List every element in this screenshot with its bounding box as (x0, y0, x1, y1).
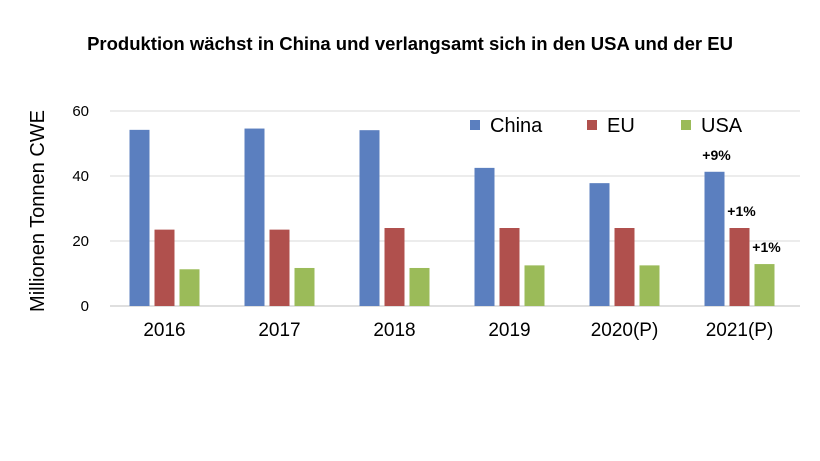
x-tick-label: 2018 (373, 320, 415, 341)
data-label: +9% (702, 147, 731, 163)
y-tick-label: 60 (72, 103, 89, 120)
bar-usa-2016 (179, 269, 200, 306)
y-tick-label: 0 (81, 298, 89, 315)
grid-layer (110, 110, 800, 307)
x-tick-label: 2016 (143, 320, 185, 341)
bar-layer (129, 128, 775, 306)
bar-usa-2017 (294, 267, 315, 306)
x-tick-label: 2019 (488, 320, 530, 341)
legend-swatch-eu (587, 120, 597, 130)
data-label: +1% (727, 203, 756, 219)
bar-usa-2018 (409, 267, 430, 306)
bar-eu-2021p (729, 228, 750, 306)
bar-china-2020p (589, 183, 610, 306)
x-tick-label: 2021(P) (706, 320, 774, 341)
bar-china-2017 (244, 128, 265, 306)
bar-eu-2020p (614, 228, 635, 306)
legend-swatch-china (470, 120, 480, 130)
x-tick-label: 2017 (258, 320, 300, 341)
bar-eu-2017 (269, 229, 290, 306)
bar-usa-2021p (754, 264, 775, 306)
legend: China EU USA (470, 115, 743, 137)
legend-label-eu: EU (607, 115, 635, 137)
bar-eu-2016 (154, 229, 175, 306)
bar-china-2021p (704, 171, 725, 306)
bar-usa-2020p (639, 265, 660, 306)
y-tick-label: 20 (72, 233, 89, 250)
bar-china-2018 (359, 130, 380, 306)
y-axis-label: Millionen Tonnen CWE (27, 110, 49, 312)
bar-china-2016 (129, 129, 150, 306)
data-label: +1% (752, 239, 781, 255)
legend-label-china: China (490, 115, 543, 137)
bar-eu-2019 (499, 228, 520, 306)
y-tick-label: 40 (72, 168, 89, 185)
bar-usa-2019 (524, 265, 545, 306)
label-layer: 0 20 40 60 2016 2017 2018 2019 2020(P) 2021(P) +9%… (72, 103, 781, 341)
legend-label-usa: USA (701, 115, 743, 137)
chart-title: Produktion wächst in China und verlangsa… (87, 33, 733, 54)
legend-swatch-usa (681, 120, 691, 130)
x-tick-label: 2020(P) (591, 320, 659, 341)
bar-china-2019 (474, 167, 495, 306)
bar-eu-2018 (384, 228, 405, 306)
